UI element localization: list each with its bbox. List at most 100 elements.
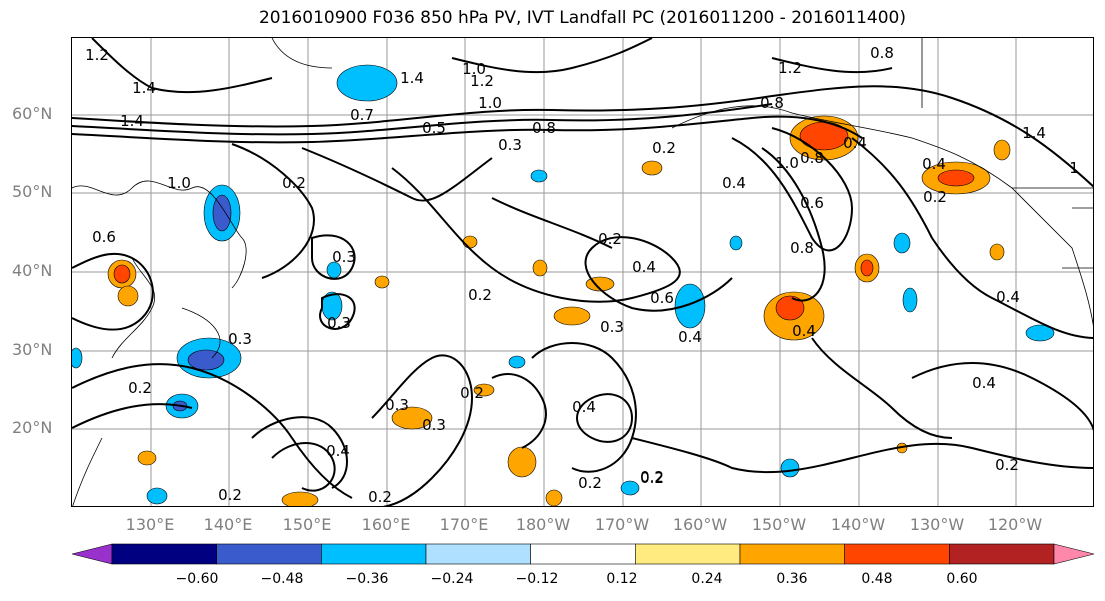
colorbar-tick-label: −0.36 [345, 571, 389, 587]
contour-label: 0.3 [327, 314, 351, 332]
contour-label: 0.3 [385, 396, 409, 414]
contour-label: 1.0 [478, 94, 502, 112]
contour-label: 1.0 [775, 154, 799, 172]
lon-label: 170°E [439, 515, 489, 534]
colorbar-tick-label: −0.48 [260, 571, 304, 587]
colorbar-cell [216, 543, 322, 565]
contour-label: 1.0 [167, 174, 191, 192]
lon-label: 180°W [515, 515, 571, 534]
contour-label: 0.2 [640, 468, 664, 486]
colorbar-tick-label: −0.12 [515, 571, 559, 587]
colorbar-cell [111, 543, 217, 565]
colorbar [71, 543, 1095, 565]
contour-label: 0.8 [532, 119, 556, 137]
colorbar-cell [425, 543, 531, 565]
lon-label: 140°E [203, 515, 253, 534]
contour-label: 0.6 [650, 289, 674, 307]
colorbar-cell [635, 543, 741, 565]
colorbar-cell [530, 543, 636, 565]
colorbar-tick-label: 0.24 [691, 571, 723, 587]
contour-label: 0.4 [843, 134, 867, 152]
contour-label: 0.2 [282, 174, 306, 192]
contour-label: 1.4 [400, 69, 424, 87]
lon-label: 170°W [594, 515, 650, 534]
contour-label: 0.2 [652, 139, 676, 157]
colorbar-tick-label: 0.60 [946, 571, 978, 587]
lon-label: 130°W [909, 515, 965, 534]
lon-label: 130°E [125, 515, 175, 534]
colorbar-cell [844, 543, 950, 565]
contour-label: 0.2 [640, 469, 664, 487]
contour-label: 1.2 [85, 46, 109, 64]
colorbar-tick-label: −0.24 [430, 571, 474, 587]
contour-label: 0.2 [468, 286, 492, 304]
contour-label: 0.8 [870, 44, 894, 62]
contour-label: 0.4 [632, 258, 656, 276]
lon-label: 160°W [672, 515, 728, 534]
graticule [72, 38, 1093, 506]
contour-label: 0.4 [792, 322, 816, 340]
contour-label: 0.2 [578, 474, 602, 492]
contour-labels: 1.2 1.4 1.4 1.0 1.2 1.4 0.8 1.2 1.0 0.8 … [85, 44, 1079, 506]
colorbar-tick-label: 0.48 [861, 571, 893, 587]
contour-label: 0.8 [800, 149, 824, 167]
colorbar-cell [949, 543, 1055, 565]
colorbar-cell [739, 543, 845, 565]
colorbar-cell [1053, 543, 1095, 565]
contour-label: 0.4 [996, 288, 1020, 306]
colorbar-tick-label: 0.12 [606, 571, 638, 587]
contour-label: 0.2 [128, 379, 152, 397]
pv-contours [72, 38, 1093, 506]
contour-label: 0.2 [598, 230, 622, 248]
contour-label: 0.5 [422, 119, 446, 137]
contour-label: 0.6 [92, 228, 116, 246]
contour-label: 0.3 [228, 330, 252, 348]
contour-label: 0.4 [722, 174, 746, 192]
lon-label: 150°W [751, 515, 807, 534]
contour-label: 1 [1069, 159, 1079, 177]
map-canvas: 1.2 1.4 1.4 1.0 1.2 1.4 0.8 1.2 1.0 0.8 … [72, 38, 1093, 506]
contour-label: 0.3 [422, 416, 446, 434]
contour-label: 0.6 [800, 194, 824, 212]
contour-label: 0.4 [572, 398, 596, 416]
contour-label: 0.3 [498, 136, 522, 154]
lat-label-20n: 20°N [12, 418, 53, 437]
lon-label: 140°W [830, 515, 886, 534]
map-title: 2016010900 F036 850 hPa PV, IVT Landfall… [258, 8, 906, 28]
contour-label: 0.4 [326, 442, 350, 460]
contour-label: 0.7 [350, 106, 374, 124]
lat-label-50n: 50°N [12, 182, 53, 201]
colorbar-cells [71, 543, 1095, 565]
contour-label: 0.8 [790, 239, 814, 257]
colorbar-cell [321, 543, 427, 565]
lon-label: 150°E [282, 515, 332, 534]
coastlines [72, 38, 1093, 506]
contour-label: 0.2 [368, 488, 392, 506]
contour-label: 0.2 [995, 456, 1019, 474]
contour-label: 1.2 [470, 72, 494, 90]
contour-label: 0.4 [972, 374, 996, 392]
contour-label: 0.4 [678, 328, 702, 346]
contour-label: 0.2 [460, 384, 484, 402]
contour-label: 1.4 [120, 112, 144, 130]
contour-label: 0.4 [922, 155, 946, 173]
lat-label-30n: 30°N [12, 340, 53, 359]
colorbar-tick-label: 0.36 [776, 571, 808, 587]
contour-label: 0.3 [332, 248, 356, 266]
lat-label-40n: 40°N [12, 261, 53, 280]
contour-label: 0.3 [600, 318, 624, 336]
contour-label: 1.4 [132, 79, 156, 97]
colorbar-cell [71, 543, 113, 565]
contour-label: 1.2 [778, 59, 802, 77]
contour-label: 0.2 [218, 486, 242, 504]
contour-label: 1.0 [462, 60, 486, 78]
contour-label: 0.8 [760, 94, 784, 112]
lon-label: 120°W [987, 515, 1043, 534]
map-panel: 1.2 1.4 1.4 1.0 1.2 1.4 0.8 1.2 1.0 0.8 … [71, 37, 1094, 507]
shaded-anomalies [72, 64, 1055, 506]
colorbar-tick-label: −0.60 [175, 571, 219, 587]
lat-label-60n: 60°N [12, 104, 53, 123]
contour-label: 1.4 [1022, 124, 1046, 142]
contour-label: 0.2 [923, 188, 947, 206]
lon-label: 160°E [361, 515, 411, 534]
